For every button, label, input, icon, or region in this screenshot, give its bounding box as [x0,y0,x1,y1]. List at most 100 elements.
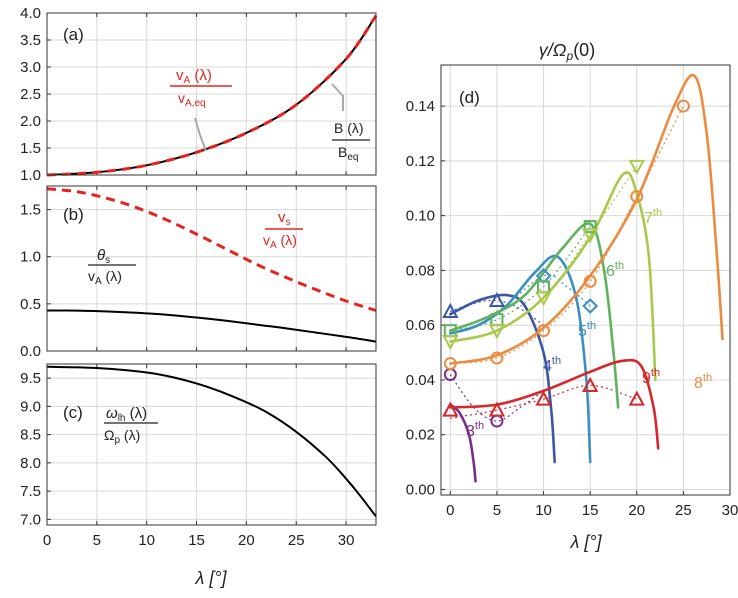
y-tick-label: 7.5 [20,483,41,500]
data-marker [490,351,504,365]
series-line [449,293,556,464]
data-marker [535,291,552,307]
y-tick-label: 3.5 [20,32,41,49]
label-4th: 4th [543,355,561,375]
series-line [449,254,592,464]
data-marker [537,324,551,338]
data-marker [581,376,599,392]
th-den-sub: A [95,276,102,287]
vs-num-sub: s [286,217,291,228]
data-marker [628,390,645,406]
data-marker [442,302,459,318]
th-den-arg: (λ) [102,268,122,284]
x-tick-label: 15 [582,502,599,519]
svg-text:vA (λ): vA (λ) [88,268,122,287]
b-pointer [331,83,344,111]
y-tick-label: 4.0 [20,5,41,22]
series-line [46,187,377,312]
w-den: Ω [104,427,114,443]
panel-d-title-main: γ/Ω [539,40,567,60]
data-marker [628,159,645,175]
y-tick-label: 0.12 [406,153,435,170]
panel-d-markers [442,99,690,428]
w-num-arg: (λ) [125,405,147,422]
x-tick-label: 15 [188,532,205,549]
x-tick-label: 10 [138,532,155,549]
panel-c-ticks: 7.0 7.5 8.0 8.5 9.0 9.5 0 5 10 15 20 25 30 [20,364,354,549]
series-line [449,358,660,450]
y-tick-label: 0.06 [406,317,435,334]
y-tick-label: 2.5 [20,86,41,103]
panel-b: 0.00.51.01.5 (b) vs vA (λ) θs vA (λ) [20,185,377,360]
x-tick-label: 10 [535,502,552,519]
data-marker [583,220,597,234]
w-den-arg: (λ) [120,427,140,443]
panel-a-grid [46,12,376,176]
th-den: v [88,268,95,284]
label-3th: 3th [466,420,484,440]
vs-den-arg: (λ) [277,232,297,248]
y-tick-label: 0.04 [406,372,435,389]
vs-num: v [278,209,286,226]
x-tick-label: 0 [446,502,454,519]
panel-d-x-axis-label: λ [°] [569,532,602,552]
panel-b-frame [46,185,377,352]
reference-curve [450,384,637,419]
data-marker [442,335,459,351]
w-num: ω [106,405,118,422]
panel-d-ticks: 0 5 10 15 20 25 30 0.00 0.02 0.04 0.06 0.08 0.10 0.12… [406,98,738,519]
series-line [449,73,724,365]
b-den-sub: eq [347,152,358,163]
panel-c-frame [46,363,377,526]
vs-den: v [263,232,270,248]
b-den: B [338,144,347,160]
panel-a-y-ticks: 1.0 1.5 2.0 2.5 3.0 3.5 4.0 [20,5,347,184]
svg-text:vA (λ): vA (λ) [263,232,297,251]
series-line [46,365,377,518]
svg-text:ωlh (λ): ωlh (λ) [106,405,147,424]
va-ratio-label: vA (λ) vA,eq [170,67,232,109]
x-tick-label: 20 [628,502,645,519]
data-marker [583,274,597,288]
label-8th: 8th [694,372,712,392]
svg-text:vs: vs [278,209,291,228]
x-tick-label: 25 [288,532,305,549]
y-tick-label: 1.0 [20,249,41,266]
theta-ratio-label: θs vA (λ) [88,247,136,287]
y-tick-label: 0.14 [406,98,435,115]
b-num: B (λ) [334,120,364,136]
x-tick-label: 5 [93,532,101,549]
vs-ratio-label: vs vA (λ) [263,209,303,251]
x-tick-label: 25 [675,502,692,519]
label-6th: 6th [606,260,624,280]
svg-text:vA,eq: vA,eq [178,90,206,109]
label-9th: 9th [642,367,660,387]
panel-c-tag: (c) [63,403,83,422]
panel-b-tag: (b) [63,205,84,224]
x-tick-label: 20 [238,532,255,549]
w-num-sub: lh [118,413,126,424]
y-tick-label: 7.0 [20,511,41,528]
va-den: v [178,90,185,106]
data-marker [488,401,506,417]
panel-c-x-axis-label: λ [°] [194,568,227,588]
y-tick-label: 0.02 [406,427,435,444]
x-tick-label: 30 [338,532,355,549]
y-tick-label: 0.5 [20,296,41,313]
y-tick-label: 0.0 [20,343,41,360]
panel-a-frame [46,12,377,176]
data-marker [581,228,599,244]
va-pointer [194,117,207,152]
panel-c-series [46,365,377,518]
vs-den-sub: A [270,240,277,251]
th-num: θ [97,247,105,264]
y-tick-label: 0.10 [406,208,435,225]
panel-b-y-ticks: 0.0 0.5 1.0 1.5 [20,186,347,360]
series-line [46,14,378,177]
y-tick-label: 0.08 [406,262,435,279]
panel-d-title-sub: p [566,49,574,63]
x-tick-label: 30 [722,502,738,519]
series-line [449,403,477,483]
x-tick-label: 0 [43,532,51,549]
